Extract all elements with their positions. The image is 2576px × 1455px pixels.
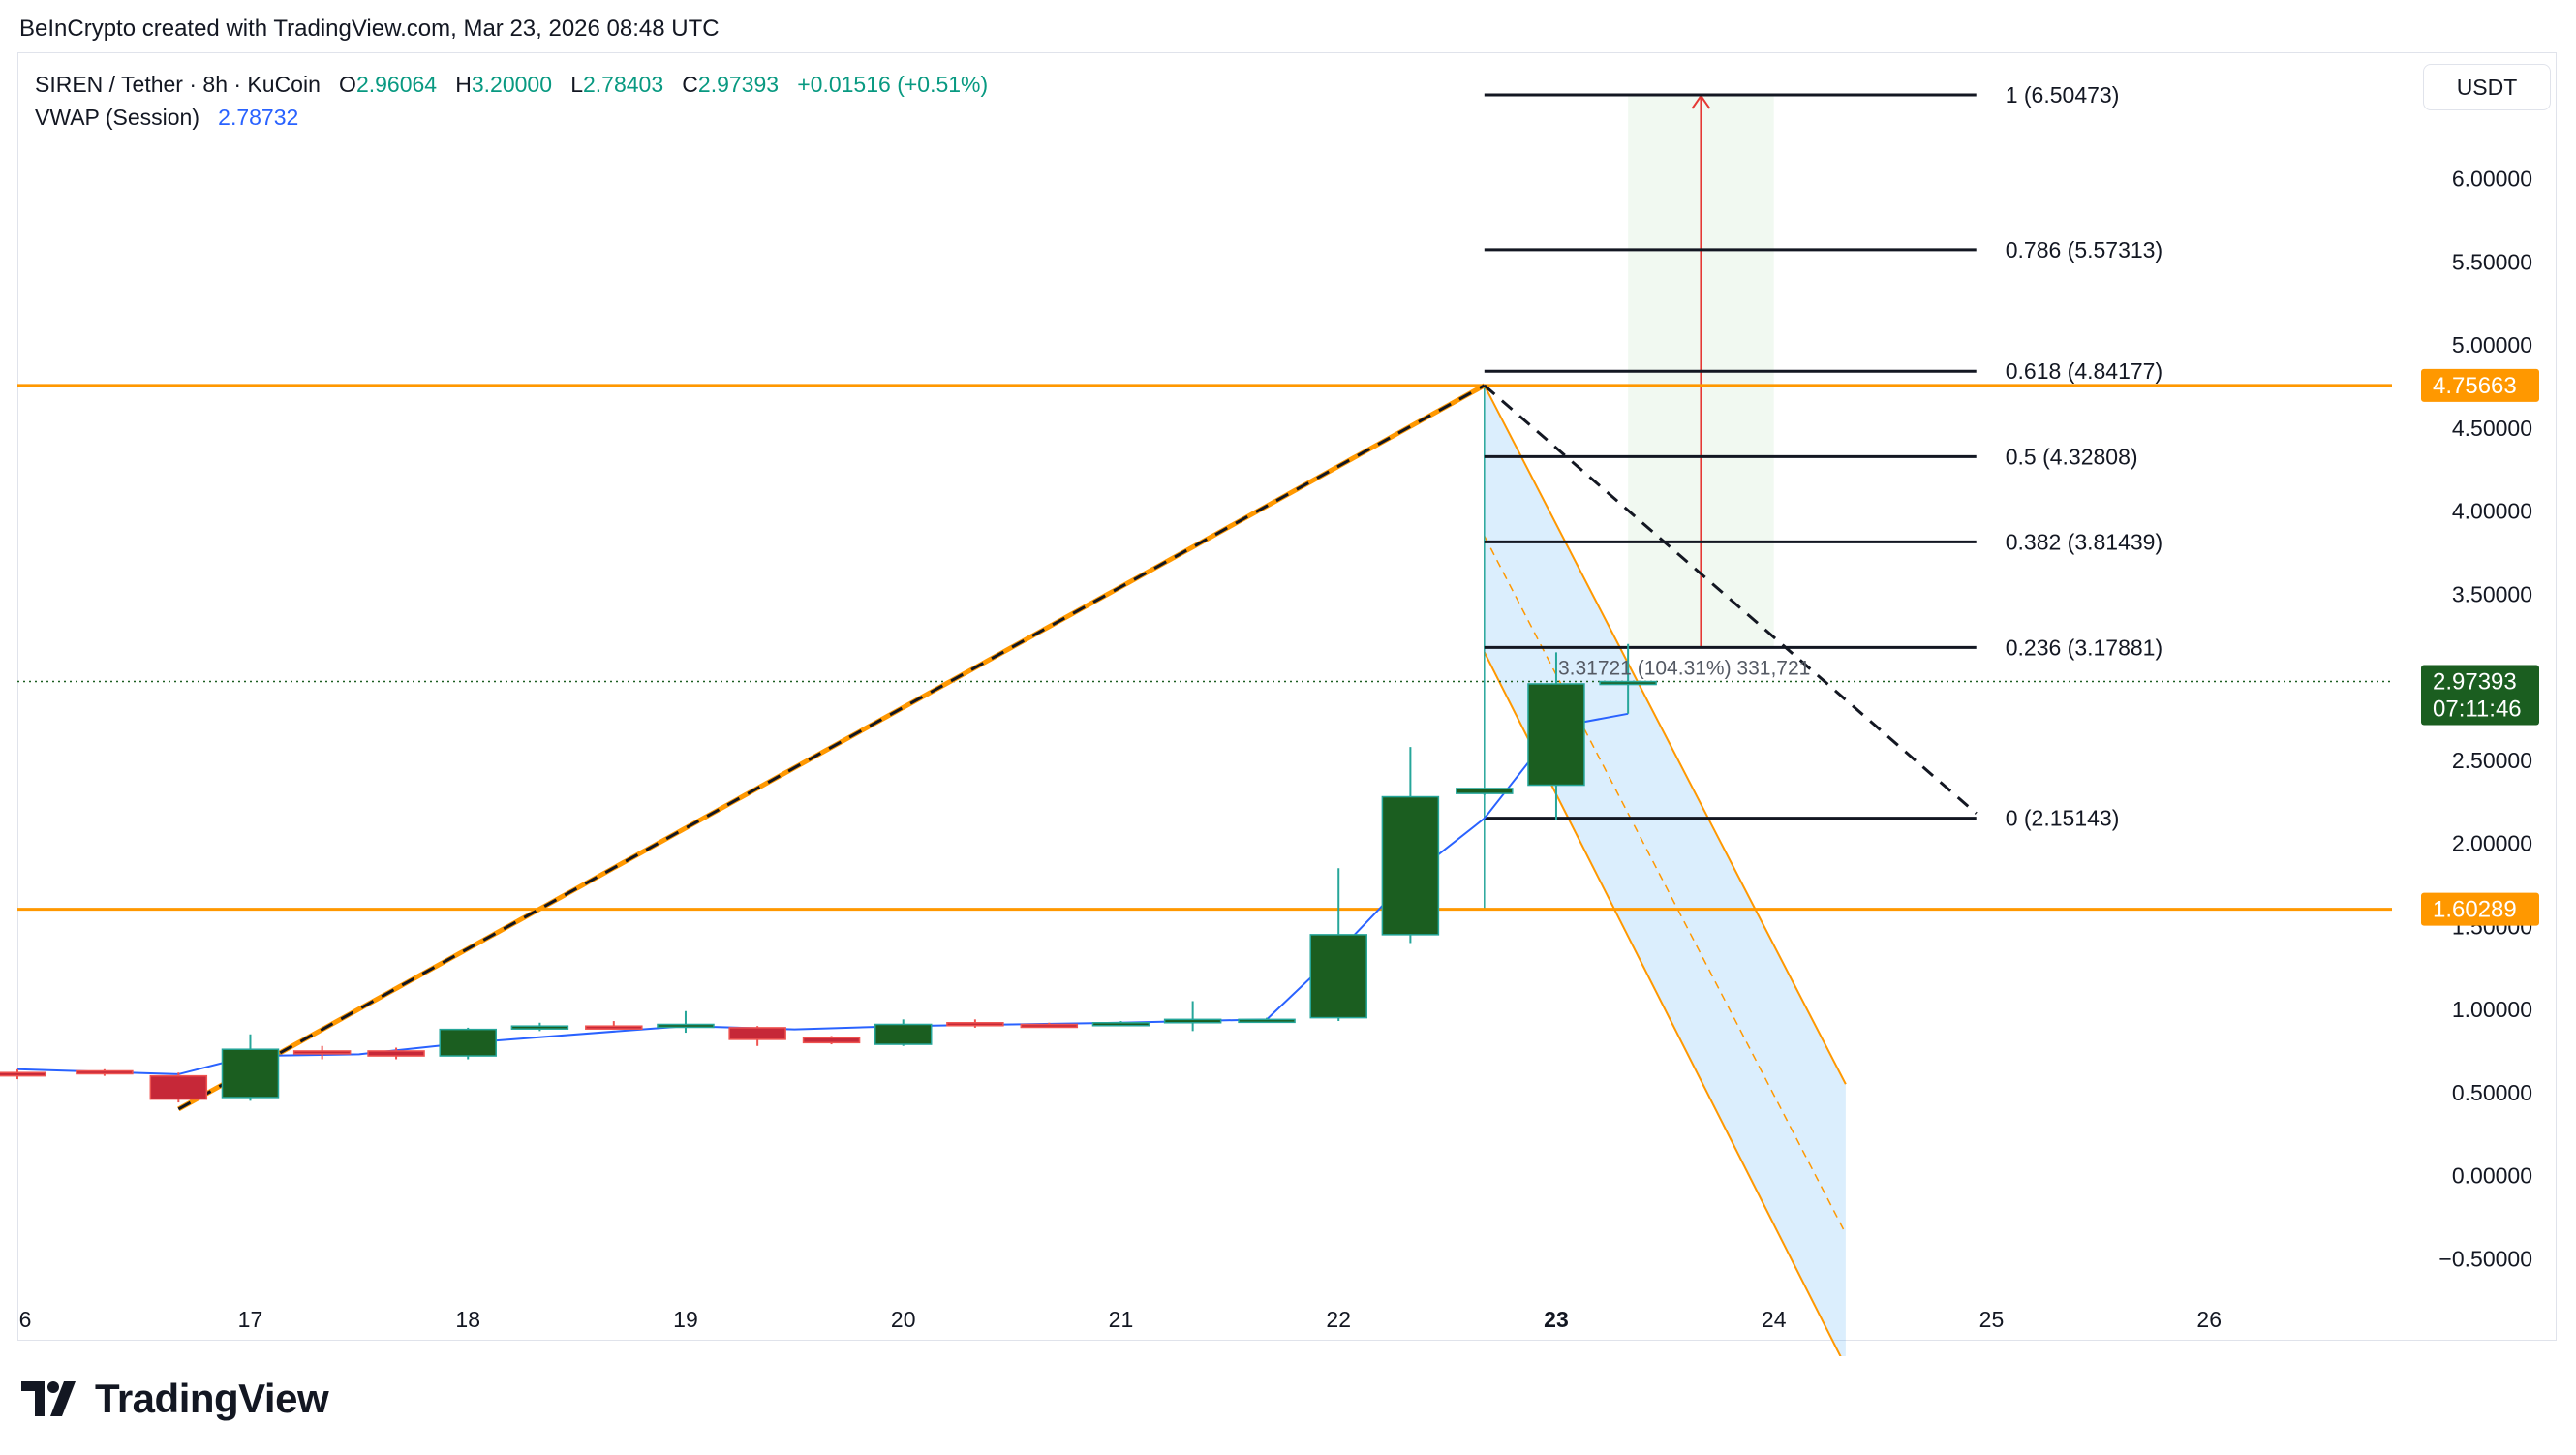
close-value: 2.97393: [697, 72, 780, 97]
y-tick-label: 6.00000: [2452, 167, 2532, 192]
x-tick-label: 18: [455, 1307, 480, 1332]
x-tick-label: 24: [1762, 1307, 1787, 1332]
candle-body-16: [1163, 1018, 1222, 1024]
x-tick-label: 23: [1544, 1307, 1569, 1332]
candle-body-13: [946, 1022, 1004, 1027]
last-price-tag-text: 2.97393: [2433, 669, 2517, 696]
symbol-label[interactable]: SIREN / Tether · 8h · KuCoin: [35, 72, 321, 97]
candle-body-14: [1020, 1023, 1079, 1029]
y-tick-label: 4.50000: [2452, 416, 2532, 441]
low-label: L: [570, 72, 583, 97]
level-price-tag-0-bg: [2421, 368, 2539, 402]
vwap-label[interactable]: VWAP (Session): [35, 105, 199, 130]
channel-upper-line: [1483, 385, 1847, 1085]
x-tick-label: 22: [1326, 1307, 1351, 1332]
y-tick-label: 2.00000: [2452, 831, 2532, 856]
candle-body-12: [874, 1023, 933, 1045]
channel-fill: [1484, 385, 1846, 1356]
y-tick-label: 2.50000: [2452, 748, 2532, 773]
x-tick-label: 17: [238, 1307, 263, 1332]
chart-credit: BeInCrypto created with TradingView.com,…: [19, 15, 720, 42]
y-tick-label: 4.00000: [2452, 499, 2532, 524]
tradingview-logo-text: TradingView: [95, 1376, 329, 1421]
y-tick-label: 3.50000: [2452, 581, 2532, 606]
x-tick-label: 21: [1109, 1307, 1134, 1332]
change-value: +0.01516 (+0.51%): [797, 72, 989, 97]
fib-label-0.618: 0.618 (4.84177): [2006, 358, 2162, 384]
close-label: C: [682, 72, 698, 97]
y-tick-label: 0.00000: [2452, 1163, 2532, 1189]
candle-body-8: [585, 1025, 643, 1030]
candle-body-7: [510, 1025, 569, 1030]
level-price-tag-1-bg: [2421, 892, 2539, 926]
vwap-value: 2.78732: [218, 105, 299, 130]
high-label: H: [455, 72, 472, 97]
trend-line-dashed-0: [177, 384, 1486, 1111]
measure-label: 3.31721 (104.31%) 331,721: [1558, 658, 1810, 680]
x-tick-label: 6: [19, 1307, 32, 1332]
y-tick-label: 1.00000: [2452, 997, 2532, 1022]
vwap-row: VWAP (Session) 2.78732: [35, 101, 988, 134]
x-tick-label: 26: [2196, 1307, 2222, 1332]
candle-body-6: [439, 1028, 497, 1057]
candle-body-5: [367, 1050, 425, 1057]
currency-button[interactable]: USDT: [2423, 64, 2551, 110]
high-value: 3.20000: [471, 72, 553, 97]
y-tick-label: 5.00000: [2452, 332, 2532, 357]
y-tick-label: 5.50000: [2452, 249, 2532, 274]
ohlc-row: SIREN / Tether · 8h · KuCoin O2.96064 H3…: [35, 68, 988, 101]
open-value: 2.96064: [355, 72, 438, 97]
chart-legend: SIREN / Tether · 8h · KuCoin O2.96064 H3…: [35, 68, 988, 134]
candle-body-20: [1456, 788, 1514, 794]
candle-body-19: [1381, 795, 1440, 936]
candle-body-9: [657, 1023, 715, 1029]
x-tick-label: 19: [673, 1307, 698, 1332]
tradingview-logo-icon: [21, 1381, 76, 1416]
price-chart[interactable]: 1 (6.50473) 0.786 (5.57313) 0.618 (4.84177…: [0, 0, 2576, 1356]
tradingview-logo: TradingView: [21, 1376, 329, 1422]
level-price-tag-1-text: 1.60289: [2433, 897, 2517, 923]
chart-frame: [17, 52, 2557, 1341]
candle-body-15: [1091, 1022, 1150, 1027]
low-value: 2.78403: [582, 72, 664, 97]
fib-label-0.236: 0.236 (3.17881): [2006, 635, 2162, 660]
candle-body-22: [1599, 680, 1657, 686]
candle-body-17: [1238, 1018, 1296, 1024]
y-tick-label: 0.50000: [2452, 1080, 2532, 1105]
y-tick-label: −0.50000: [2438, 1246, 2532, 1271]
candle-body-1: [76, 1069, 134, 1075]
candle-body-3: [221, 1048, 280, 1099]
channel-mid-line: [1484, 535, 1847, 1234]
last-price-tag-text: 07:11:46: [2433, 697, 2522, 723]
last-price-tag-bg: [2421, 665, 2539, 726]
candle-body-18: [1309, 934, 1367, 1019]
candle-body-0: [0, 1071, 46, 1077]
open-label: O: [339, 72, 356, 97]
candle-body-4: [292, 1050, 352, 1055]
candle-body-11: [802, 1037, 861, 1044]
fib-label-1: 1 (6.50473): [2006, 82, 2120, 108]
fib-label-0.786: 0.786 (5.57313): [2006, 237, 2162, 263]
candle-body-10: [728, 1027, 786, 1040]
fib-label-0: 0 (2.15143): [2006, 806, 2120, 831]
x-tick-label: 20: [891, 1307, 916, 1332]
trend-line-dashed-1: [1483, 384, 1978, 815]
candle-body-21: [1527, 683, 1585, 787]
candle-body-2: [149, 1074, 208, 1100]
fib-label-0.382: 0.382 (3.81439): [2006, 529, 2162, 554]
level-price-tag-0-text: 4.75663: [2433, 373, 2517, 399]
fib-label-0.5: 0.5 (4.32808): [2006, 444, 2138, 469]
x-tick-label: 25: [1979, 1307, 2005, 1332]
